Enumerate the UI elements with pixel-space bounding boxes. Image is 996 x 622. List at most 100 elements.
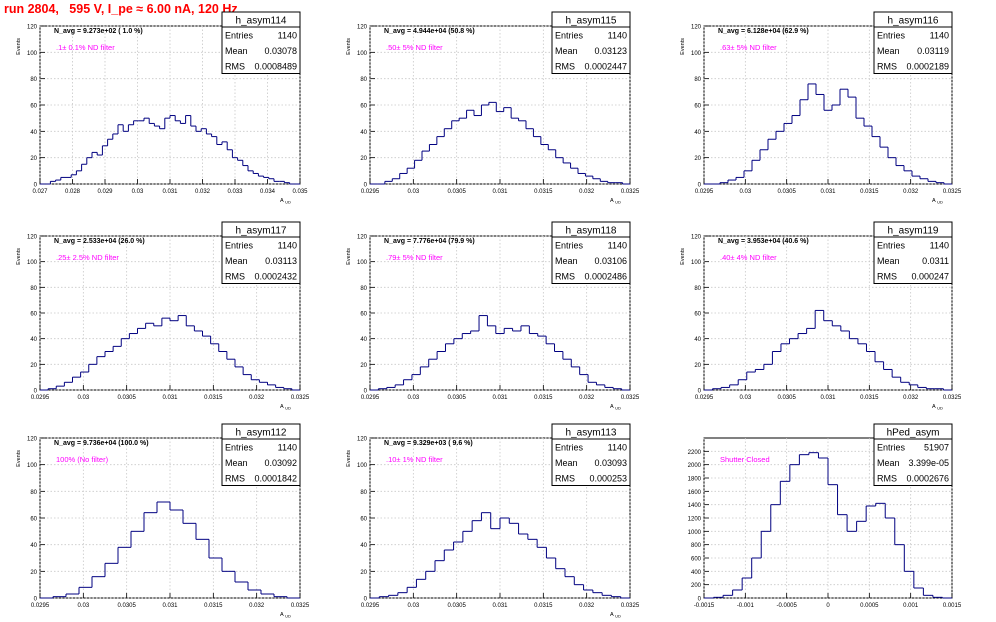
- x-tick-label: 0.03: [77, 395, 89, 401]
- y-tick-label: 20: [360, 363, 367, 369]
- x-tick-label: 0.0295: [361, 189, 380, 195]
- stats-entries-label: Entries: [225, 443, 254, 453]
- y-tick-label: 20: [694, 363, 701, 369]
- y-tick-label: 60: [360, 312, 367, 318]
- histogram-panel-2: 0 20 40 60 80 100 120 0.0295 0.03 0.0305 0.031 0.03…: [346, 11, 640, 205]
- x-tick-label: 0.03: [407, 395, 419, 401]
- y-tick-label: 80: [694, 77, 701, 83]
- stats-box: [551, 236, 631, 284]
- stats-entries-label: Entries: [555, 241, 584, 251]
- y-tick-label: 0: [34, 597, 38, 603]
- stats-rms-value: 0.0002432: [254, 272, 297, 282]
- y-tick-label: 20: [360, 156, 367, 162]
- x-tick-label: 0.03: [407, 189, 419, 195]
- y-tick-label: 60: [30, 517, 37, 523]
- stats-entries-value: 1140: [608, 241, 627, 251]
- histogram-panel-5: 0 20 40 60 80 100 120 0.0295 0.03 0.0305 0.031 0.03…: [346, 221, 640, 411]
- stats-mean-value: 0.03123: [594, 46, 627, 56]
- histogram-series: [40, 115, 300, 185]
- stats-mean-label: Mean: [555, 46, 578, 56]
- stats-box: [551, 438, 631, 486]
- stats-mean-value: 3.399e-05: [908, 458, 949, 468]
- y-tick-label: 2000: [688, 463, 702, 469]
- x-tick-label: 0.0315: [534, 395, 553, 401]
- y-tick-label: 20: [30, 156, 37, 162]
- x-tick-label: 0.031: [820, 395, 836, 401]
- y-tick-label: 120: [27, 235, 38, 241]
- x-tick-label: 0.031: [162, 395, 178, 401]
- y-tick-label: 0: [364, 183, 368, 189]
- x-axis-label: A UD: [280, 612, 291, 619]
- y-tick-label: 100: [27, 260, 38, 266]
- x-tick-label: 0.033: [227, 189, 243, 195]
- stats-mean-label: Mean: [555, 256, 578, 266]
- stats-rms-label: RMS: [225, 474, 245, 484]
- stats-mean-label: Mean: [877, 458, 900, 468]
- stats-rms-value: 0.0002189: [906, 62, 949, 72]
- stats-entries-label: Entries: [555, 443, 584, 453]
- x-axis-label: A UD: [610, 612, 621, 619]
- y-tick-label: 80: [360, 77, 367, 83]
- stats-mean-label: Mean: [225, 458, 248, 468]
- stats-mean-label: Mean: [225, 256, 248, 266]
- stats-entries-value: 51907: [924, 443, 949, 453]
- x-axis-label-main: A: [932, 404, 936, 410]
- y-tick-label: 1800: [688, 477, 702, 483]
- filter-annotation: .40± 4% ND filter: [720, 253, 777, 262]
- y-tick-label: 80: [694, 286, 701, 292]
- x-axis-label: A UD: [932, 404, 943, 411]
- stats-entries-value: 1140: [608, 443, 627, 453]
- y-axis-label: Events: [346, 450, 352, 467]
- x-tick-label: 0: [826, 603, 830, 609]
- y-tick-label: 120: [357, 437, 368, 443]
- histogram-title: h_asym118: [566, 226, 617, 237]
- x-axis-label: A UD: [610, 404, 621, 411]
- stats-mean-value: 0.0311: [922, 256, 949, 266]
- stats-rms-label: RMS: [555, 272, 575, 282]
- y-tick-label: 1400: [688, 503, 702, 509]
- stats-rms-value: 0.000247: [911, 272, 949, 282]
- y-tick-label: 40: [694, 337, 701, 343]
- histogram-series: [40, 315, 300, 391]
- histogram-series: [40, 501, 300, 599]
- x-tick-label: 0.034: [260, 189, 276, 195]
- navg-label: N_avg = 9.273e+02 ( 1.0 %): [54, 28, 143, 35]
- y-tick-label: 80: [30, 286, 37, 292]
- x-axis-label-sub: UD: [285, 614, 291, 619]
- y-tick-label: 0: [698, 389, 702, 395]
- stats-entries-label: Entries: [877, 443, 906, 453]
- navg-label: N_avg = 4.944e+04 (50.8 %): [384, 28, 475, 35]
- y-tick-label: 40: [360, 130, 367, 136]
- histogram-series: [370, 512, 630, 599]
- y-tick-label: 60: [360, 104, 367, 110]
- y-tick-label: 120: [27, 437, 38, 443]
- y-tick-label: 80: [360, 490, 367, 496]
- histogram-title: h_asym115: [566, 16, 617, 27]
- histogram-series: [704, 309, 952, 391]
- x-tick-label: 0.0325: [621, 603, 640, 609]
- x-axis-label: A UD: [610, 198, 621, 205]
- histogram-title: h_asym113: [566, 428, 617, 439]
- x-tick-label: 0.0295: [695, 395, 714, 401]
- histogram-title: h_asym112: [236, 428, 287, 439]
- y-tick-label: 20: [30, 570, 37, 576]
- y-tick-label: 120: [691, 25, 702, 31]
- x-tick-label: 0.0315: [204, 395, 223, 401]
- y-axis-label: Events: [346, 38, 352, 55]
- x-tick-label: 0.0295: [31, 395, 50, 401]
- histogram-panel-9: 0 200 400 600 800 1000 1200 1400 1600 1800 2000 220…: [688, 423, 962, 609]
- x-tick-label: 0.001: [903, 603, 919, 609]
- x-tick-label: 0.032: [579, 189, 595, 195]
- y-tick-label: 400: [691, 570, 702, 576]
- y-tick-label: 120: [357, 235, 368, 241]
- histogram-panel-7: 0 20 40 60 80 100 120 0.0295 0.03 0.0305 0.031 0.03…: [16, 423, 310, 619]
- stats-entries-value: 1140: [278, 241, 297, 251]
- stats-entries-value: 1140: [608, 31, 627, 41]
- filter-annotation: 100% (No filter): [56, 455, 109, 464]
- x-tick-label: 0.0305: [777, 395, 796, 401]
- x-tick-label: 0.0305: [117, 395, 136, 401]
- x-tick-label: 0.0305: [447, 395, 466, 401]
- stats-entries-label: Entries: [877, 31, 906, 41]
- navg-label: N_avg = 9.329e+03 ( 9.6 %): [384, 440, 473, 447]
